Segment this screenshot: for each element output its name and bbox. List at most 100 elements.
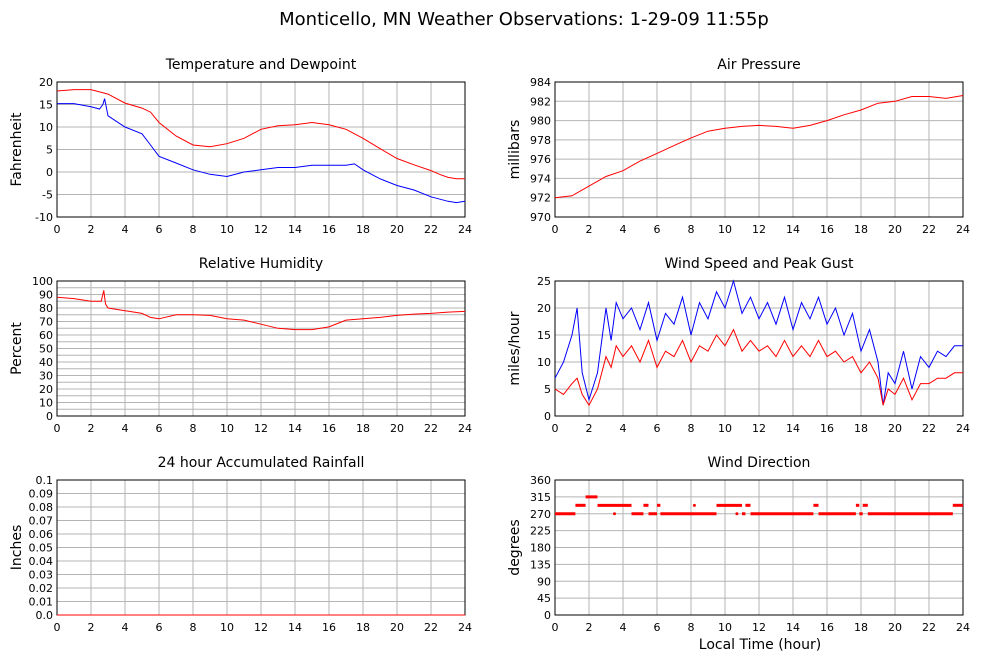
y-tick-label: 315 bbox=[530, 491, 551, 504]
y-tick-label: 0.03 bbox=[29, 569, 54, 582]
x-tick-label: 20 bbox=[888, 223, 902, 236]
x-tick-label: 24 bbox=[956, 223, 970, 236]
x-tick-label: 6 bbox=[654, 422, 661, 435]
x-tick-label: 22 bbox=[922, 422, 936, 435]
x-tick-label: 20 bbox=[390, 621, 404, 634]
direction-y-axis-label: degrees bbox=[507, 519, 523, 575]
x-tick-label: 8 bbox=[190, 223, 197, 236]
y-tick-label: 974 bbox=[530, 172, 551, 185]
y-tick-label: 15 bbox=[537, 329, 551, 342]
x-tick-label: 0 bbox=[552, 223, 559, 236]
y-tick-label: 90 bbox=[39, 289, 53, 302]
x-tick-label: 22 bbox=[424, 223, 438, 236]
temp-y-axis-label: Fahrenheit bbox=[9, 112, 25, 187]
y-tick-label: 70 bbox=[39, 316, 53, 329]
x-tick-label: 10 bbox=[220, 621, 234, 634]
x-tick-label: 14 bbox=[288, 223, 302, 236]
x-tick-label: 22 bbox=[424, 621, 438, 634]
y-tick-label: 10 bbox=[39, 397, 53, 410]
wind-title: Wind Speed and Peak Gust bbox=[665, 256, 854, 272]
y-tick-label: 0 bbox=[46, 410, 53, 423]
wind-series-line-0 bbox=[554, 279, 963, 406]
x-tick-label: 24 bbox=[956, 621, 970, 634]
x-tick-label: 20 bbox=[390, 223, 404, 236]
x-tick-label: 18 bbox=[854, 422, 868, 435]
x-tick-label: 22 bbox=[922, 621, 936, 634]
x-tick-label: 18 bbox=[854, 621, 868, 634]
x-tick-label: 8 bbox=[190, 422, 197, 435]
x-tick-label: 6 bbox=[654, 621, 661, 634]
x-tick-label: 14 bbox=[288, 422, 302, 435]
y-tick-label: 980 bbox=[530, 115, 551, 128]
y-tick-label: 10 bbox=[537, 356, 551, 369]
y-tick-label: 20 bbox=[39, 383, 53, 396]
x-tick-label: 0 bbox=[552, 422, 559, 435]
direction-plot-frame bbox=[554, 479, 964, 616]
temp-plot-frame bbox=[56, 81, 466, 218]
x-tick-label: 2 bbox=[586, 422, 593, 435]
x-tick-label: 24 bbox=[458, 621, 472, 634]
direction-title: Wind Direction bbox=[708, 455, 811, 471]
x-tick-label: 4 bbox=[620, 621, 627, 634]
x-tick-label: 16 bbox=[322, 621, 336, 634]
y-tick-label: 0.02 bbox=[29, 582, 54, 595]
y-tick-label: 0 bbox=[46, 166, 53, 179]
x-tick-label: 14 bbox=[288, 621, 302, 634]
y-tick-label: 30 bbox=[39, 370, 53, 383]
x-tick-label: 2 bbox=[586, 621, 593, 634]
y-tick-label: 20 bbox=[39, 76, 53, 89]
x-tick-label: 6 bbox=[156, 621, 163, 634]
x-tick-label: 16 bbox=[820, 621, 834, 634]
y-tick-label: 0.06 bbox=[29, 528, 54, 541]
x-tick-label: 2 bbox=[88, 621, 95, 634]
x-tick-label: 16 bbox=[322, 422, 336, 435]
direction-point bbox=[613, 512, 616, 516]
y-tick-label: -10 bbox=[35, 211, 53, 224]
y-tick-label: 0.01 bbox=[29, 596, 54, 609]
x-tick-label: 4 bbox=[620, 223, 627, 236]
y-tick-label: 40 bbox=[39, 356, 53, 369]
x-tick-label: 14 bbox=[786, 223, 800, 236]
x-tick-label: 20 bbox=[888, 621, 902, 634]
x-tick-label: 6 bbox=[156, 223, 163, 236]
humidity-plot-frame bbox=[56, 280, 466, 417]
x-tick-label: 0 bbox=[54, 621, 61, 634]
y-tick-label: 0.05 bbox=[29, 542, 54, 555]
y-tick-label: 100 bbox=[32, 275, 53, 288]
x-tick-label: 4 bbox=[122, 422, 129, 435]
x-tick-label: 0 bbox=[54, 422, 61, 435]
y-tick-label: 982 bbox=[530, 95, 551, 108]
x-tick-label: 14 bbox=[786, 621, 800, 634]
y-tick-label: 60 bbox=[39, 329, 53, 342]
rain-title: 24 hour Accumulated Rainfall bbox=[158, 455, 365, 471]
y-tick-label: 135 bbox=[530, 558, 551, 571]
y-tick-label: 978 bbox=[530, 134, 551, 147]
y-tick-label: 180 bbox=[530, 542, 551, 555]
x-tick-label: 4 bbox=[122, 223, 129, 236]
x-tick-label: 10 bbox=[220, 223, 234, 236]
y-tick-label: 5 bbox=[46, 144, 53, 157]
y-tick-label: 360 bbox=[530, 474, 551, 487]
x-tick-label: 20 bbox=[888, 422, 902, 435]
y-tick-label: 0 bbox=[544, 410, 551, 423]
y-tick-label: 25 bbox=[537, 275, 551, 288]
x-tick-label: 10 bbox=[718, 621, 732, 634]
humidity-title: Relative Humidity bbox=[199, 256, 323, 272]
temp-title: Temperature and Dewpoint bbox=[165, 57, 357, 73]
x-tick-label: 6 bbox=[654, 223, 661, 236]
x-tick-label: 24 bbox=[458, 422, 472, 435]
direction-point bbox=[692, 503, 696, 507]
x-tick-label: 16 bbox=[820, 223, 834, 236]
wind-series-line-1 bbox=[554, 328, 963, 407]
x-tick-label: 4 bbox=[620, 422, 627, 435]
wind-y-axis-label: miles/hour bbox=[507, 311, 523, 385]
humidity-y-axis-label: Percent bbox=[9, 322, 25, 375]
x-tick-label: 22 bbox=[424, 422, 438, 435]
y-tick-label: 225 bbox=[530, 525, 551, 538]
y-tick-label: 0.04 bbox=[29, 555, 54, 568]
